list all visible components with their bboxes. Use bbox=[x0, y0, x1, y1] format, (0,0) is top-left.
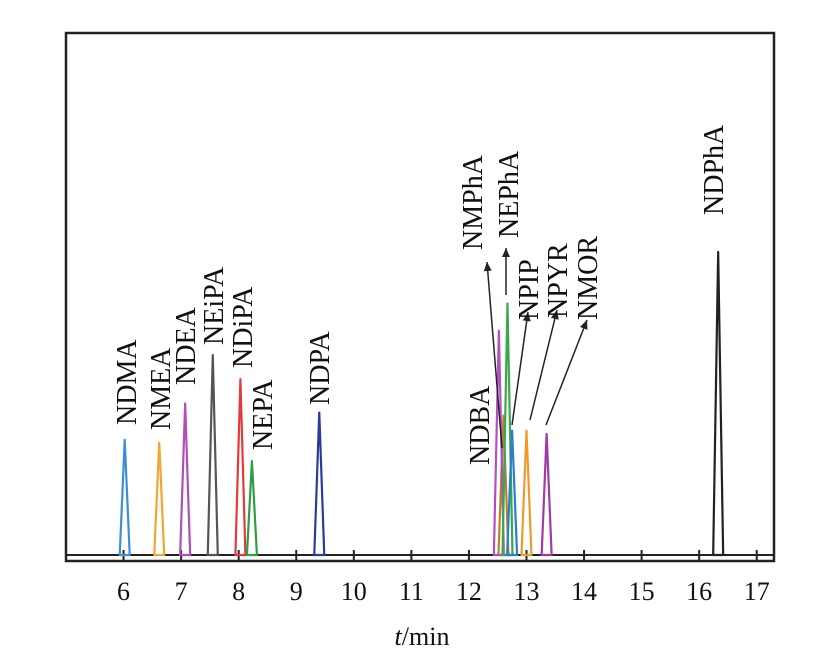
peak-nmea bbox=[153, 441, 166, 557]
x-tick-label: 16 bbox=[686, 577, 712, 606]
peak-ndma bbox=[118, 438, 131, 557]
x-axis-title: t/min bbox=[395, 622, 450, 651]
label-arrow-line bbox=[511, 311, 529, 426]
peak-label-ndpa: NDPA bbox=[305, 331, 336, 405]
x-tick-label: 13 bbox=[513, 577, 539, 606]
peak-label-ndea: NDEA bbox=[171, 306, 202, 385]
peak-npip bbox=[505, 429, 519, 557]
arrowhead-icon bbox=[483, 262, 492, 272]
peak-label-ndipa: NDiPA bbox=[228, 286, 259, 368]
label-arrow-line bbox=[486, 261, 503, 449]
x-axis-title-unit: /min bbox=[402, 622, 450, 651]
label-arrow-line bbox=[529, 309, 558, 421]
peak-ndea bbox=[179, 402, 192, 557]
peak-label-ndma: NDMA bbox=[112, 339, 143, 425]
peak-label-nmor: NMOR bbox=[573, 236, 604, 320]
peak-ndipa bbox=[234, 378, 247, 557]
peak-label-ndba: NDBA bbox=[465, 385, 496, 465]
peak-label-nmpha: NMPhA bbox=[458, 154, 489, 250]
peak-ndpha bbox=[712, 250, 725, 557]
peak-label-npip: NPIP bbox=[514, 259, 545, 320]
peak-neipa bbox=[206, 353, 219, 557]
arrowhead-icon bbox=[580, 320, 588, 330]
x-tick-label: 14 bbox=[571, 577, 597, 606]
peak-label-neipa: NEiPA bbox=[199, 266, 230, 345]
x-tick-label: 12 bbox=[456, 577, 482, 606]
peak-label-nmea: NMEA bbox=[146, 347, 177, 430]
arrowhead-icon bbox=[522, 312, 531, 322]
x-tick-label: 7 bbox=[175, 577, 188, 606]
x-tick-label: 15 bbox=[629, 577, 655, 606]
plot-frame bbox=[64, 31, 776, 563]
x-tick-label: 6 bbox=[117, 577, 130, 606]
peak-ndpa bbox=[313, 411, 326, 557]
x-tick-label: 10 bbox=[341, 577, 367, 606]
peak-npyr bbox=[520, 429, 533, 557]
peak-label-nepha: NEPhA bbox=[494, 150, 525, 238]
peak-label-nepa: NEPA bbox=[248, 379, 279, 450]
x-tick-label: 17 bbox=[744, 577, 770, 606]
peak-label-npyr: NPYR bbox=[543, 243, 574, 318]
peak-nepa bbox=[245, 459, 259, 557]
x-axis-title-variable: t bbox=[395, 622, 403, 651]
arrowhead-icon bbox=[502, 248, 510, 257]
arrowhead-icon bbox=[550, 310, 559, 320]
peaks bbox=[118, 250, 725, 557]
peak-label-ndpha: NDPhA bbox=[699, 124, 730, 215]
label-arrow-line bbox=[545, 319, 588, 426]
x-tick-label: 11 bbox=[399, 577, 424, 606]
x-tick-label: 8 bbox=[232, 577, 245, 606]
x-axis-tick-labels: 6 7 8 9 10 11 12 13 14 15 16 17 bbox=[117, 577, 770, 606]
label-arrows bbox=[483, 248, 588, 449]
peak-nmor bbox=[540, 432, 553, 557]
x-tick-label: 9 bbox=[290, 577, 303, 606]
